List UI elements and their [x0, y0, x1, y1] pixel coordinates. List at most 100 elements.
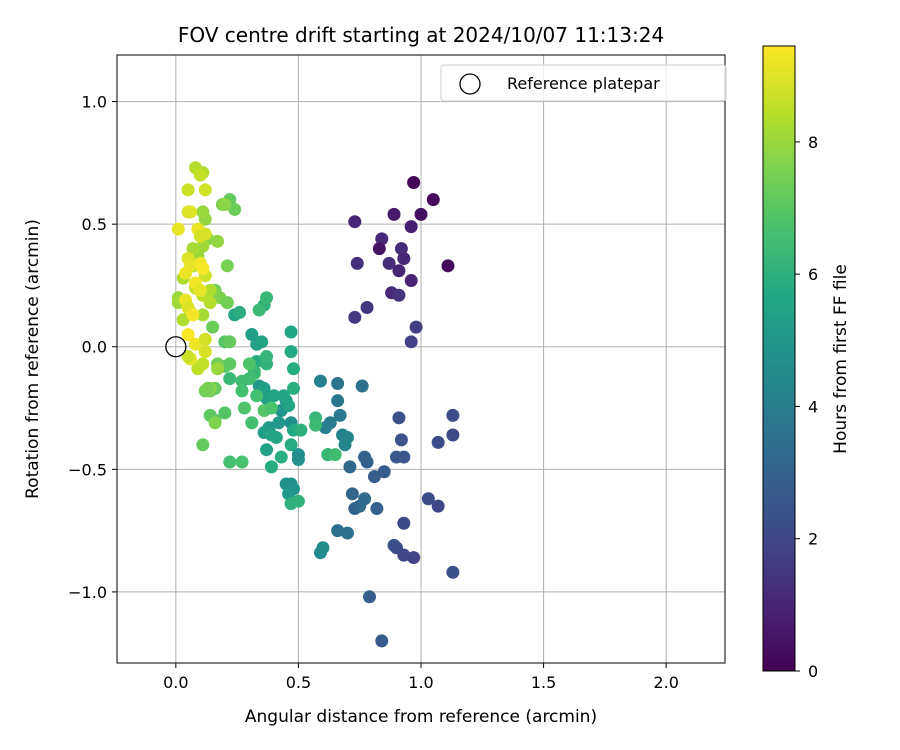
x-tick-label: 1.0	[408, 673, 433, 692]
data-point	[181, 350, 195, 364]
data-point	[282, 399, 296, 413]
data-point	[387, 207, 401, 221]
data-point	[179, 266, 193, 280]
data-point	[328, 448, 342, 462]
x-tick-label: 2.0	[653, 673, 678, 692]
colorbar: 0 2 4 6 8 Hours from first FF file	[762, 45, 851, 681]
y-axis-label: Rotation from reference (arcmin)	[23, 219, 43, 499]
y-tick-label: −1.0	[68, 583, 107, 602]
data-point	[206, 320, 220, 334]
reference-marker-group	[165, 336, 187, 358]
data-point	[260, 291, 274, 305]
data-point	[392, 411, 406, 425]
data-point	[446, 565, 460, 579]
data-points	[171, 161, 460, 648]
data-point	[431, 435, 445, 449]
data-point	[252, 303, 266, 317]
data-point	[397, 516, 411, 530]
data-point	[348, 310, 362, 324]
data-point	[203, 296, 217, 310]
data-point	[360, 455, 374, 469]
data-point	[193, 168, 207, 182]
data-point	[264, 460, 278, 474]
x-tick-label: 0.0	[163, 673, 188, 692]
x-axis-ticks: 0.0 0.5 1.0 1.5 2.0	[163, 663, 679, 692]
data-point	[291, 494, 305, 508]
colorbar-tick-label: 0	[808, 662, 818, 681]
data-point	[392, 288, 406, 302]
data-point	[272, 416, 286, 430]
data-point	[196, 308, 210, 322]
data-point	[414, 207, 428, 221]
data-point	[260, 350, 274, 364]
data-point	[370, 502, 384, 516]
data-point	[186, 308, 200, 322]
data-point	[193, 283, 207, 297]
data-point	[260, 443, 274, 457]
data-point	[404, 220, 418, 234]
colorbar-tick-label: 2	[808, 530, 818, 549]
data-point	[274, 450, 288, 464]
data-point	[223, 335, 237, 349]
data-point	[267, 389, 281, 403]
data-point	[375, 232, 389, 246]
colorbar-tick-label: 4	[808, 397, 818, 416]
data-point	[233, 305, 247, 319]
data-point	[235, 455, 249, 469]
data-point	[186, 242, 200, 256]
data-point	[313, 374, 327, 388]
legend-box	[440, 64, 727, 102]
data-point	[294, 423, 308, 437]
data-point	[309, 418, 323, 432]
data-point	[446, 408, 460, 422]
data-point	[313, 546, 327, 560]
data-point	[377, 465, 391, 479]
data-point	[397, 251, 411, 265]
data-point	[421, 492, 435, 506]
data-point	[333, 408, 347, 422]
legend: Reference platepar	[440, 64, 727, 102]
data-point	[191, 362, 205, 376]
data-point	[367, 470, 381, 484]
data-point	[211, 234, 225, 248]
data-point	[223, 455, 237, 469]
chart-title: FOV centre drift starting at 2024/10/07 …	[178, 23, 664, 47]
data-point	[375, 634, 389, 648]
data-point	[188, 337, 202, 351]
data-point	[345, 487, 359, 501]
data-point	[242, 357, 256, 371]
data-point	[218, 198, 232, 212]
data-point	[394, 433, 408, 447]
data-point	[196, 261, 210, 275]
data-point	[404, 335, 418, 349]
data-point	[277, 389, 291, 403]
data-point	[223, 357, 237, 371]
grid	[117, 55, 725, 663]
data-point	[223, 372, 237, 386]
data-point	[382, 256, 396, 270]
data-point	[372, 242, 386, 256]
y-tick-label: 1.0	[82, 93, 107, 112]
data-point	[446, 428, 460, 442]
colorbar-tick-label: 8	[808, 133, 818, 152]
y-tick-label: −0.5	[68, 460, 107, 479]
data-point	[198, 183, 212, 197]
data-point	[242, 372, 256, 386]
x-axis-label: Angular distance from reference (arcmin)	[245, 707, 597, 727]
data-point	[350, 256, 364, 270]
data-point	[397, 450, 411, 464]
data-point	[245, 327, 259, 341]
data-point	[360, 301, 374, 315]
colorbar-ticks: 0 2 4 6 8	[795, 133, 818, 681]
data-point	[211, 362, 225, 376]
data-point	[331, 377, 345, 391]
data-point	[181, 327, 195, 341]
data-point	[340, 526, 354, 540]
data-point	[235, 384, 249, 398]
data-point	[220, 259, 234, 273]
data-point	[409, 320, 423, 334]
data-point	[245, 416, 259, 430]
data-point	[348, 215, 362, 229]
data-point	[407, 551, 421, 565]
